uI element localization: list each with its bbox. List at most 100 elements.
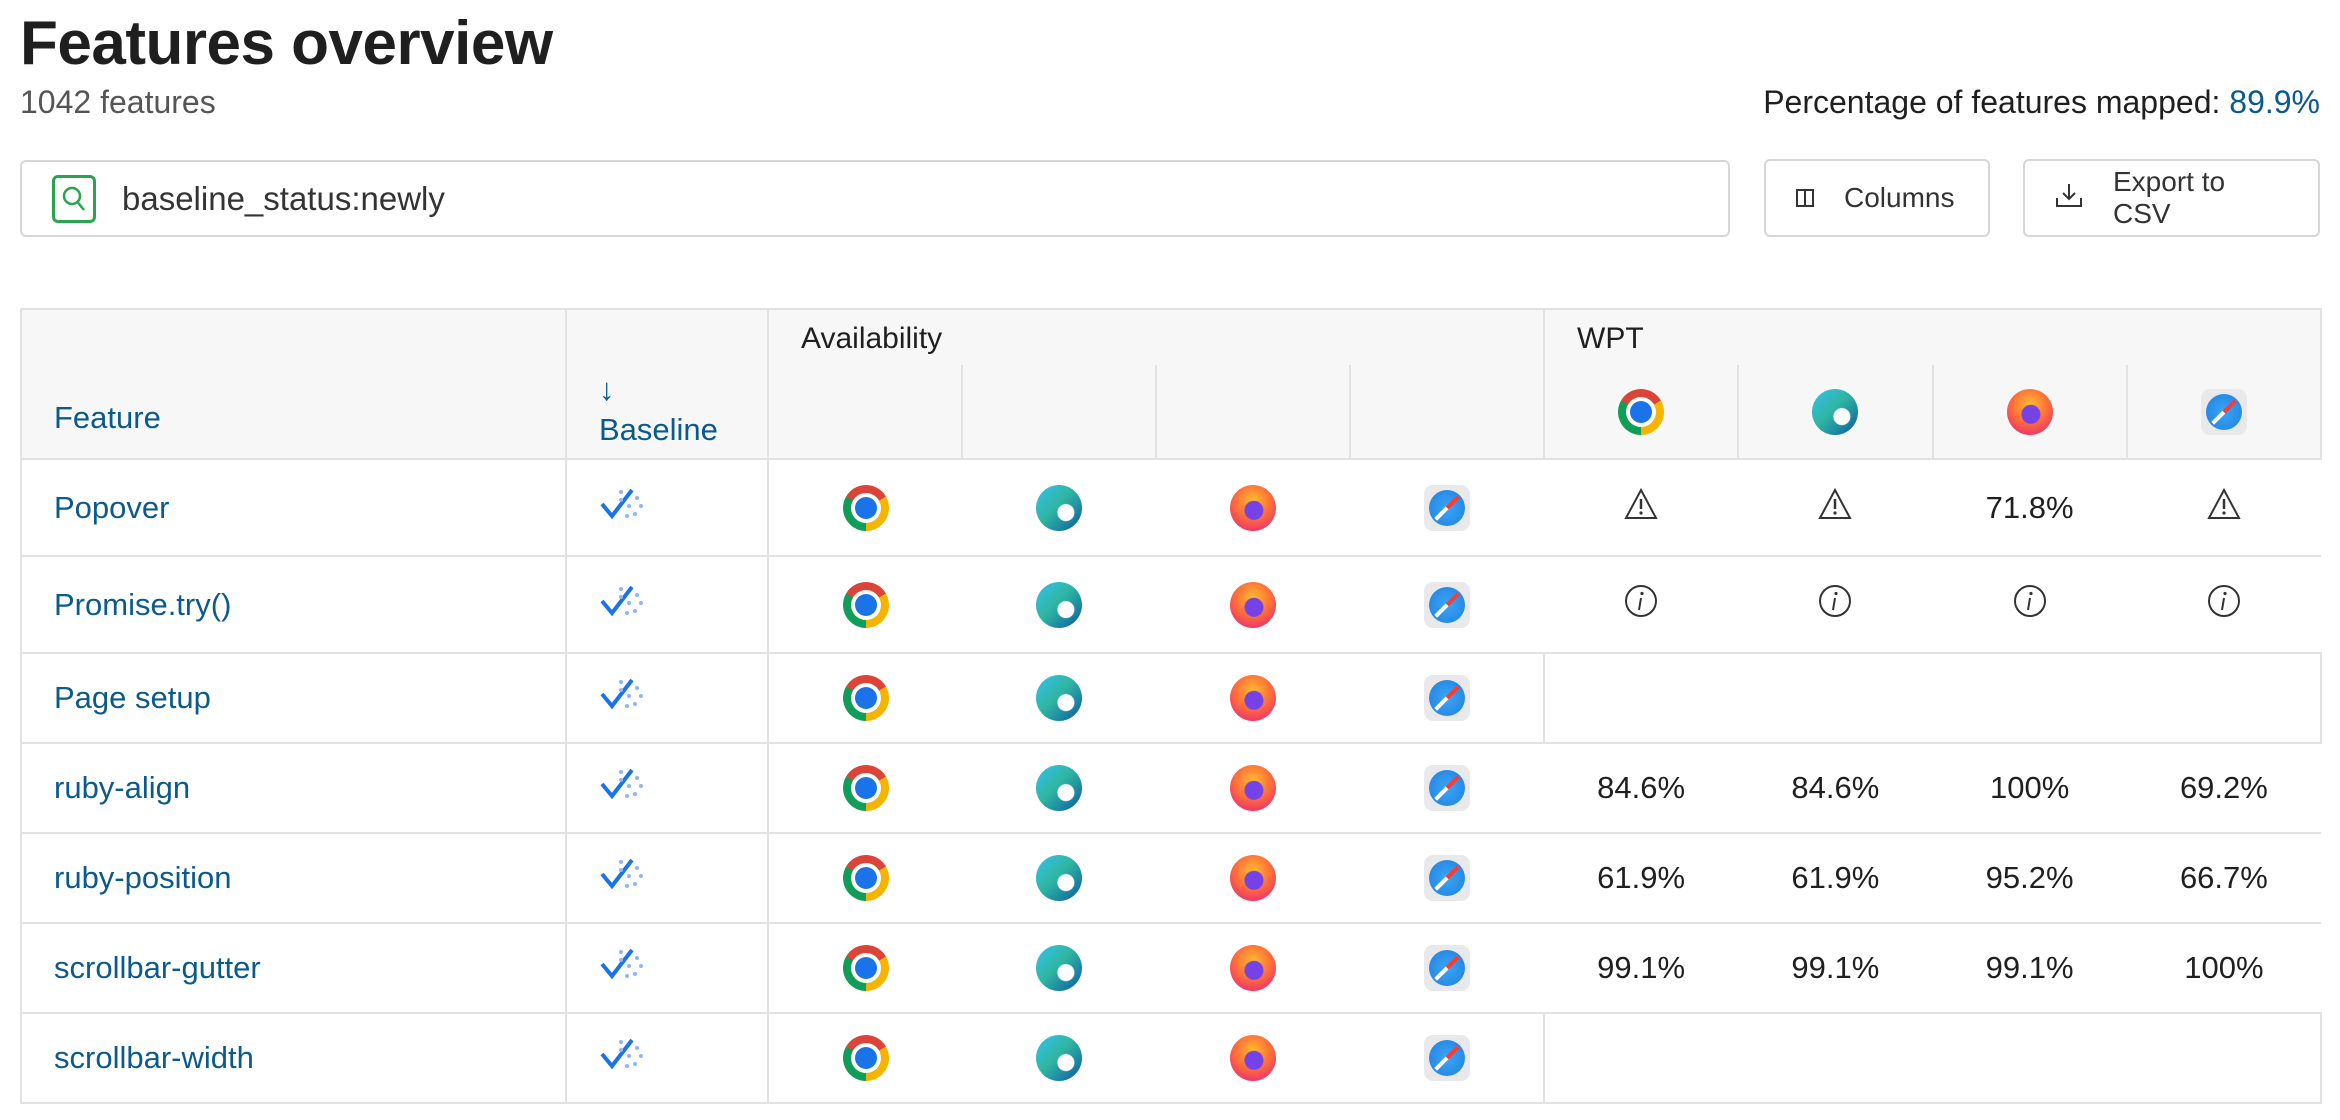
firefox-icon <box>1230 1035 1276 1081</box>
mapped-percentage: Percentage of features mapped: 89.9% <box>1763 84 2320 121</box>
table-row: ruby-position 61.9% 61.9% 95.2% 66.7% <box>20 832 2322 924</box>
availability-firefox <box>1156 458 1350 557</box>
wpt-score-link[interactable]: 84.6% <box>1791 770 1880 805</box>
baseline-status-cell <box>565 832 769 924</box>
wpt-header-edge[interactable] <box>1737 365 1934 460</box>
feature-link[interactable]: scrollbar-width <box>20 1012 567 1104</box>
baseline-status-cell <box>565 555 769 654</box>
feature-count: 1042 features <box>20 84 216 120</box>
availability-edge <box>962 458 1156 557</box>
wpt-header-firefox[interactable] <box>1931 365 2128 460</box>
wpt-score-link[interactable]: 69.2% <box>2179 770 2268 805</box>
info-icon[interactable] <box>1818 584 1852 625</box>
features-table: Feature ↓ Baseline Availability WPT Popov… <box>20 308 2323 1104</box>
chrome-icon <box>842 855 889 901</box>
wpt-score-edge: 84.6% <box>1738 742 1933 834</box>
export-csv-button[interactable]: Export to CSV <box>2023 159 2320 237</box>
wpt-score-chrome: 84.6% <box>1544 742 1739 834</box>
availability-edge <box>962 922 1156 1014</box>
safari-icon <box>1424 581 1470 628</box>
availability-chrome <box>768 458 962 557</box>
edge-icon <box>1036 484 1082 531</box>
availability-safari <box>1350 922 1544 1014</box>
wpt-safari <box>2126 458 2322 557</box>
chrome-icon <box>842 945 889 991</box>
feature-link[interactable]: Page setup <box>20 652 567 744</box>
chrome-icon <box>842 1035 889 1081</box>
wpt-score-link[interactable]: 61.9% <box>1597 860 1686 895</box>
info-icon[interactable] <box>1624 584 1658 625</box>
availability-safari <box>1350 652 1544 744</box>
feature-link[interactable]: Popover <box>20 458 567 557</box>
availability-header-edge <box>961 365 1157 460</box>
wpt-score-link[interactable]: 95.2% <box>1985 860 2074 895</box>
search-input[interactable]: baseline_status:newly <box>20 160 1730 237</box>
chrome-icon <box>1618 388 1665 435</box>
feature-link[interactable]: ruby-position <box>20 832 567 924</box>
export-label: Export to CSV <box>2113 166 2226 229</box>
table-row: Promise.try() <box>20 555 2322 654</box>
wpt-score-chrome: 61.9% <box>1544 832 1739 924</box>
edge-icon <box>1812 388 1859 435</box>
wpt-score-link[interactable]: 100% <box>2184 950 2264 985</box>
baseline-newly-icon <box>599 768 659 811</box>
availability-safari <box>1350 458 1544 557</box>
baseline-status-cell <box>565 922 769 1014</box>
wpt-score-safari: 69.2% <box>2126 742 2322 834</box>
wpt-score-link[interactable]: 99.1% <box>1791 950 1880 985</box>
wpt-header-chrome[interactable] <box>1542 365 1740 460</box>
sort-descending-icon: ↓ <box>599 372 615 407</box>
feature-link[interactable]: Promise.try() <box>20 555 567 654</box>
wpt-chrome <box>1544 458 1739 557</box>
page-title: Features overview <box>20 9 553 78</box>
firefox-icon <box>1230 855 1276 901</box>
availability-safari <box>1350 1012 1544 1104</box>
table-row: scrollbar-gutter 99.1% 99.1% 99.1% 100% <box>20 922 2322 1014</box>
baseline-newly-icon <box>599 488 659 531</box>
column-header-baseline[interactable]: ↓ Baseline <box>565 308 769 460</box>
safari-icon <box>1423 1035 1470 1081</box>
warning-icon[interactable] <box>1624 487 1658 527</box>
baseline-status-cell <box>565 1012 769 1104</box>
wpt-score-edge: 99.1% <box>1738 922 1933 1014</box>
search-query[interactable]: baseline_status:newly <box>122 179 445 217</box>
table-row: Page setup <box>20 652 2323 744</box>
edge-icon <box>1036 581 1082 628</box>
mapped-label: Percentage of features mapped: <box>1763 84 2221 120</box>
availability-chrome <box>768 742 962 834</box>
warning-icon[interactable] <box>1818 487 1853 527</box>
edge-icon <box>1036 1035 1082 1081</box>
wpt-firefox <box>1932 555 2127 654</box>
wpt-header-safari[interactable] <box>2125 365 2323 460</box>
availability-firefox <box>1156 652 1350 744</box>
search-icon[interactable] <box>52 174 96 223</box>
wpt-score-link[interactable]: 99.1% <box>1985 950 2074 985</box>
wpt-safari <box>2126 555 2322 654</box>
edge-icon <box>1036 765 1082 811</box>
info-icon[interactable] <box>2013 584 2047 625</box>
table-row: ruby-align 84.6% 84.6% 100% 69.2% <box>20 742 2322 834</box>
wpt-score-firefox: 99.1% <box>1932 922 2127 1014</box>
availability-header-chrome <box>767 365 963 460</box>
feature-link[interactable]: ruby-align <box>20 742 567 834</box>
column-header-feature[interactable]: Feature <box>20 308 567 460</box>
feature-link[interactable]: scrollbar-gutter <box>20 922 567 1014</box>
warning-icon[interactable] <box>2207 487 2241 527</box>
wpt-score-link[interactable]: 71.8% <box>1985 489 2074 525</box>
wpt-edge <box>1738 458 1933 557</box>
baseline-header-label: Baseline <box>599 412 718 447</box>
wpt-score-link[interactable]: 84.6% <box>1597 770 1686 805</box>
wpt-score-link[interactable]: 99.1% <box>1597 950 1686 985</box>
columns-label: Columns <box>1844 182 1955 213</box>
columns-button[interactable]: Columns <box>1764 159 1990 237</box>
wpt-score-link[interactable]: 100% <box>1989 770 2070 805</box>
safari-icon <box>1424 945 1470 991</box>
availability-chrome <box>768 1012 962 1104</box>
mapped-value: 89.9% <box>2229 84 2320 120</box>
baseline-status-cell <box>565 458 769 557</box>
availability-header-safari <box>1349 365 1545 460</box>
wpt-score-link[interactable]: 66.7% <box>2179 860 2268 895</box>
wpt-score-link[interactable]: 61.9% <box>1791 860 1880 895</box>
edge-icon <box>1036 675 1082 721</box>
info-icon[interactable] <box>2207 584 2241 625</box>
